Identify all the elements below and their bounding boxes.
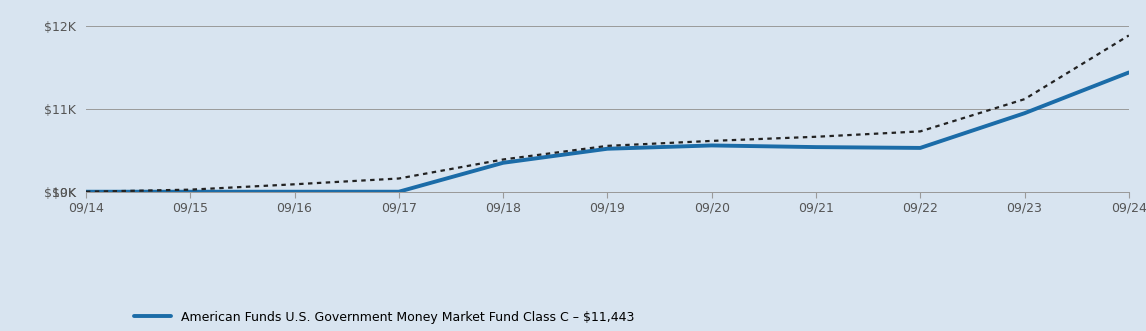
USTREAS T-Bill Auction Ave 3 Mon – $11,891 [601, 144, 614, 148]
USTREAS T-Bill Auction Ave 3 Mon – $11,891 [913, 129, 927, 133]
American Funds U.S. Government Money Market Fund Class C – $11,443 [601, 147, 614, 151]
American Funds U.S. Government Money Market Fund Class C – $11,443 [79, 190, 93, 194]
USTREAS T-Bill Auction Ave 3 Mon – $11,891 [183, 188, 197, 192]
Line: USTREAS T-Bill Auction Ave 3 Mon – $11,891: USTREAS T-Bill Auction Ave 3 Mon – $11,8… [86, 35, 1129, 192]
USTREAS T-Bill Auction Ave 3 Mon – $11,891 [809, 135, 823, 139]
USTREAS T-Bill Auction Ave 3 Mon – $11,891 [79, 190, 93, 194]
American Funds U.S. Government Money Market Fund Class C – $11,443 [809, 145, 823, 149]
American Funds U.S. Government Money Market Fund Class C – $11,443 [288, 190, 301, 194]
American Funds U.S. Government Money Market Fund Class C – $11,443 [1122, 71, 1136, 74]
American Funds U.S. Government Money Market Fund Class C – $11,443 [705, 143, 719, 147]
American Funds U.S. Government Money Market Fund Class C – $11,443 [496, 161, 510, 165]
USTREAS T-Bill Auction Ave 3 Mon – $11,891 [496, 158, 510, 162]
Legend: American Funds U.S. Government Money Market Fund Class C – $11,443, USTREAS T-Bi: American Funds U.S. Government Money Mar… [134, 311, 635, 331]
USTREAS T-Bill Auction Ave 3 Mon – $11,891 [392, 176, 406, 180]
American Funds U.S. Government Money Market Fund Class C – $11,443 [913, 146, 927, 150]
USTREAS T-Bill Auction Ave 3 Mon – $11,891 [1018, 97, 1031, 101]
USTREAS T-Bill Auction Ave 3 Mon – $11,891 [1122, 33, 1136, 37]
USTREAS T-Bill Auction Ave 3 Mon – $11,891 [705, 139, 719, 143]
American Funds U.S. Government Money Market Fund Class C – $11,443 [392, 190, 406, 194]
American Funds U.S. Government Money Market Fund Class C – $11,443 [183, 190, 197, 194]
Line: American Funds U.S. Government Money Market Fund Class C – $11,443: American Funds U.S. Government Money Mar… [86, 72, 1129, 192]
USTREAS T-Bill Auction Ave 3 Mon – $11,891 [288, 182, 301, 186]
American Funds U.S. Government Money Market Fund Class C – $11,443 [1018, 111, 1031, 115]
